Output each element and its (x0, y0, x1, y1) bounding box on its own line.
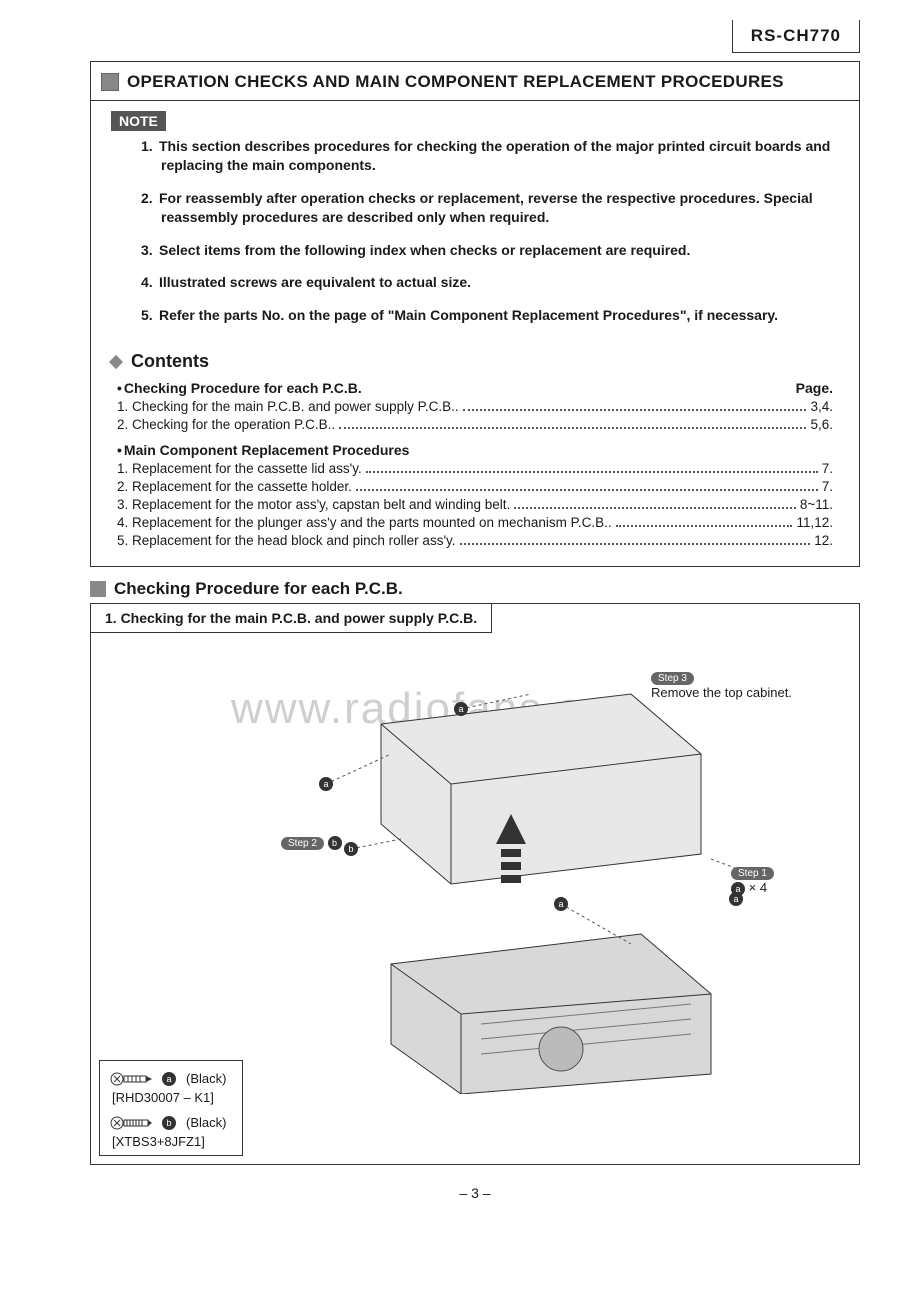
leader-dots (460, 542, 811, 545)
screw-legend-box: a (Black) [RHD30007 – K1] (99, 1060, 243, 1156)
svg-text:a: a (323, 779, 328, 789)
note-block: NOTE 1.This section describes procedures… (91, 101, 859, 347)
section-bullet-square (90, 581, 106, 597)
svg-text:a: a (558, 899, 563, 909)
step3-text: Remove the top cabinet. (651, 685, 792, 700)
model-number: RS-CH770 (751, 26, 841, 45)
toc-line: 5. Replacement for the head block and pi… (117, 533, 833, 548)
toc-line: 1. Checking for the main P.C.B. and powe… (117, 399, 833, 414)
toc-group-header: •Checking Procedure for each P.C.B. Page… (117, 380, 833, 396)
model-number-box: RS-CH770 (732, 20, 860, 53)
marker-a-icon: a (162, 1072, 176, 1086)
note-item: 3.Select items from the following index … (161, 241, 839, 260)
page-number: – 3 – (90, 1185, 860, 1201)
leader-dots (616, 524, 793, 527)
note-item: 2.For reassembly after operation checks … (161, 189, 839, 227)
section-heading: Checking Procedure for each P.C.B. (114, 579, 403, 599)
diagram-frame: 1. Checking for the main P.C.B. and powe… (90, 603, 860, 1165)
marker-a-icon: a (731, 882, 745, 896)
screw-color-a: (Black) (186, 1071, 226, 1086)
step3-pill: Step 3 (651, 672, 694, 685)
section-heading-row: Checking Procedure for each P.C.B. (90, 579, 860, 599)
toc-line: 4. Replacement for the plunger ass'y and… (117, 515, 833, 530)
page-label: Page. (796, 380, 833, 396)
screw-color-b: (Black) (186, 1115, 226, 1130)
note-badge: NOTE (111, 111, 166, 131)
part-number-b: [XTBS3+8JFZ1] (112, 1134, 226, 1149)
screw-icon (110, 1116, 152, 1130)
contents-body: •Checking Procedure for each P.C.B. Page… (91, 372, 859, 566)
toc-line: 2. Checking for the operation P.C.B.. 5,… (117, 417, 833, 432)
marker-b-icon: b (328, 836, 342, 850)
leader-dots (356, 488, 818, 491)
svg-text:b: b (348, 844, 353, 854)
step1-callout: Step 1 a × 4 (731, 864, 774, 896)
toc-line: 1. Replacement for the cassette lid ass'… (117, 461, 833, 476)
leader-dots (514, 506, 796, 509)
screw-qty: × 4 (749, 880, 767, 895)
diagram-subtitle: 1. Checking for the main P.C.B. and powe… (91, 604, 492, 633)
step1-pill: Step 1 (731, 867, 774, 880)
part-number-a: [RHD30007 – K1] (112, 1090, 226, 1105)
screw-row: a (Black) (110, 1071, 226, 1086)
leader-dots (463, 408, 807, 411)
marker-b-icon: b (162, 1116, 176, 1130)
step2-pill: Step 2 (281, 837, 324, 850)
toc-group-header: •Main Component Replacement Procedures (117, 442, 833, 458)
leader-dots (366, 470, 818, 473)
screw-icon (110, 1072, 152, 1086)
title-bullet-square (101, 73, 119, 91)
leader-dots (339, 426, 806, 429)
svg-text:a: a (458, 704, 463, 714)
screw-row: b (Black) (110, 1115, 226, 1130)
contents-heading-row: Contents (91, 351, 859, 372)
main-title: OPERATION CHECKS AND MAIN COMPONENT REPL… (127, 72, 784, 92)
exploded-view-illustration: a a a b a (231, 654, 761, 1094)
toc-line: 3. Replacement for the motor ass'y, caps… (117, 497, 833, 512)
step2-callout: Step 2 b (281, 834, 342, 850)
main-content-frame: OPERATION CHECKS AND MAIN COMPONENT REPL… (90, 61, 860, 567)
contents-heading: Contents (131, 351, 209, 372)
note-item: 4.Illustrated screws are equivalent to a… (161, 273, 839, 292)
note-item: 5.Refer the parts No. on the page of "Ma… (161, 306, 839, 325)
step3-callout: Step 3 Remove the top cabinet. (651, 669, 792, 700)
toc-line: 2. Replacement for the cassette holder. … (117, 479, 833, 494)
note-item: 1.This section describes procedures for … (161, 137, 839, 175)
section-title-row: OPERATION CHECKS AND MAIN COMPONENT REPL… (91, 62, 859, 101)
diamond-bullet-icon (109, 355, 123, 369)
note-list: 1.This section describes procedures for … (161, 137, 839, 325)
